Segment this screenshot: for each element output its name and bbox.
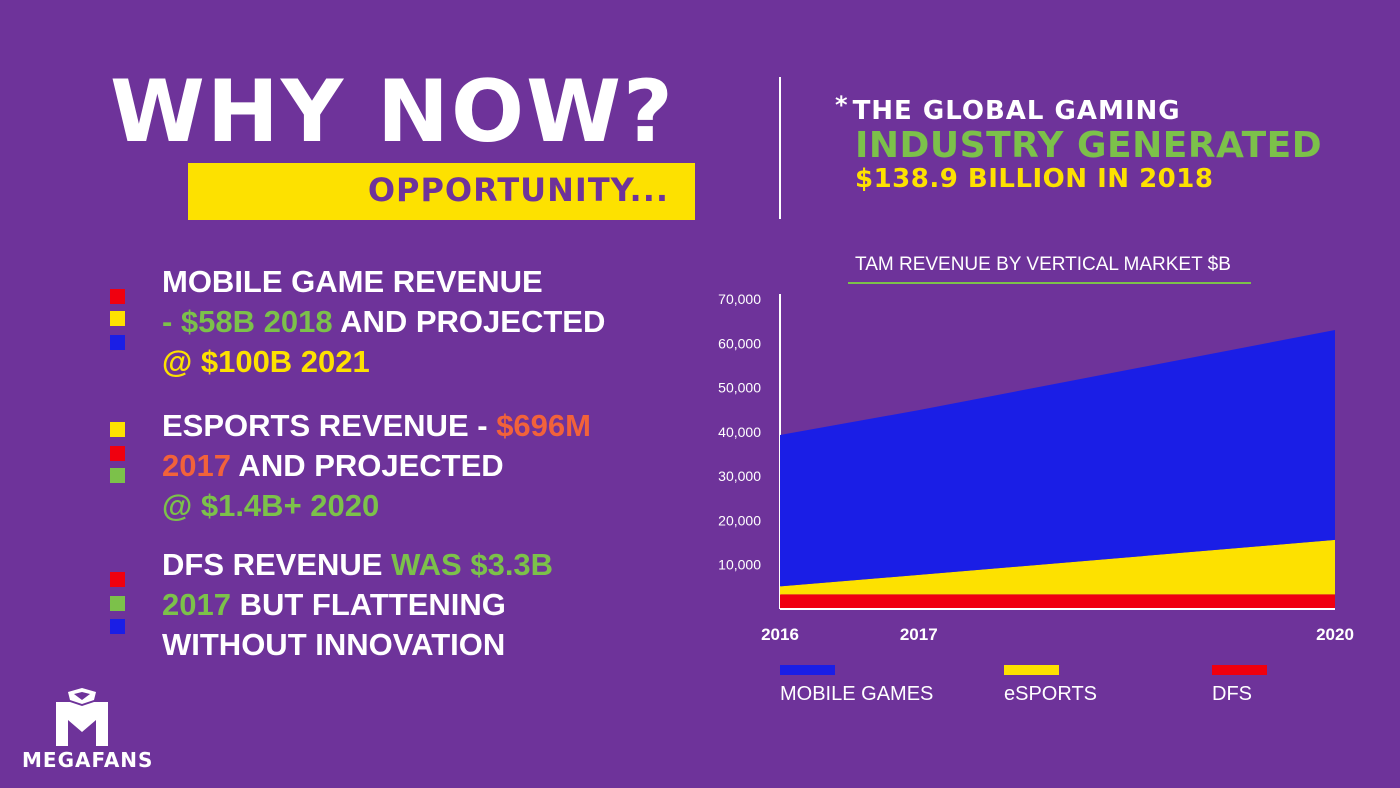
bullet-text-segment: - $58B 2018 bbox=[162, 304, 333, 339]
stat-line-1: THE GLOBAL GAMING bbox=[852, 96, 1181, 126]
bullet-item: MOBILE GAME REVENUE - $58B 2018 AND PROJE… bbox=[162, 262, 605, 382]
opportunity-banner: OPPORTUNITY... bbox=[188, 163, 695, 220]
stat-line-2: INDUSTRY GENERATED bbox=[855, 125, 1323, 166]
x-tick-label: 2020 bbox=[1316, 625, 1354, 644]
bullet-line: 2017 AND PROJECTED bbox=[162, 446, 591, 486]
bullet-square-icon bbox=[110, 446, 125, 461]
bullet-text-segment: $696M bbox=[496, 408, 591, 443]
area-series-esports bbox=[780, 539, 1335, 595]
legend-label: eSPORTS bbox=[1004, 683, 1097, 705]
bullet-line: 2017 BUT FLATTENING bbox=[162, 585, 553, 625]
y-tick-label: 20,000 bbox=[718, 512, 761, 528]
x-tick-label: 2016 bbox=[761, 625, 799, 644]
megafans-logo-icon bbox=[28, 688, 138, 752]
stat-line-3: $138.9 BILLION IN 2018 bbox=[855, 164, 1214, 194]
opportunity-label: OPPORTUNITY... bbox=[367, 171, 669, 209]
legend-label: DFS bbox=[1212, 683, 1252, 705]
industry-stat: * THE GLOBAL GAMING INDUSTRY GENERATED $1… bbox=[835, 93, 1323, 194]
chart-title-underline bbox=[848, 282, 1251, 284]
y-tick-label: 30,000 bbox=[718, 468, 761, 484]
bullet-square-icon bbox=[110, 468, 125, 483]
y-tick-label: 60,000 bbox=[718, 335, 761, 351]
y-tick-label: 40,000 bbox=[718, 424, 761, 440]
bullet-line: @ $100B 2021 bbox=[162, 342, 605, 382]
bullet-text-segment: WAS $3.3B bbox=[391, 547, 554, 582]
bullet-square-icon bbox=[110, 619, 125, 634]
bullet-text-segment: MOBILE GAME REVENUE bbox=[162, 264, 543, 299]
asterisk-marker: * bbox=[835, 91, 849, 119]
legend-swatch bbox=[1212, 665, 1267, 675]
y-tick-label: 10,000 bbox=[718, 557, 761, 573]
bullet-text-segment: BUT FLATTENING bbox=[230, 587, 506, 622]
legend-swatch bbox=[780, 665, 835, 675]
y-tick-label: 70,000 bbox=[718, 291, 761, 307]
page-title: WHY NOW? bbox=[110, 62, 675, 162]
bullet-text-segment: AND PROJECTED bbox=[332, 304, 606, 339]
bullet-text-segment: @ $100B 2021 bbox=[162, 344, 370, 379]
bullet-text-segment: DFS REVENUE bbox=[162, 547, 392, 582]
bullet-line: ESPORTS REVENUE - $696M bbox=[162, 406, 591, 446]
bullet-line: DFS REVENUE WAS $3.3B bbox=[162, 545, 553, 585]
bullet-square-icon bbox=[110, 311, 125, 326]
bullet-text-segment: 2017 bbox=[162, 587, 231, 622]
bullet-line: - $58B 2018 AND PROJECTED bbox=[162, 302, 605, 342]
bullet-square-icon bbox=[110, 335, 125, 350]
bullet-square-icon bbox=[110, 572, 125, 587]
bullet-item: DFS REVENUE WAS $3.3B 2017 BUT FLATTENING… bbox=[162, 545, 553, 665]
bullet-line: @ $1.4B+ 2020 bbox=[162, 486, 591, 526]
area-series-mobile-games bbox=[780, 330, 1335, 587]
legend-swatch bbox=[1004, 665, 1059, 675]
y-tick-label: 50,000 bbox=[718, 380, 761, 396]
vertical-divider bbox=[779, 77, 781, 219]
bullet-line: WITHOUT INNOVATION bbox=[162, 625, 553, 665]
bullet-square-icon bbox=[110, 289, 125, 304]
bullet-square-icon bbox=[110, 596, 125, 611]
bullet-text-segment: AND PROJECTED bbox=[230, 448, 504, 483]
chart-title: TAM REVENUE BY VERTICAL MARKET $B bbox=[855, 254, 1231, 275]
bullet-text-segment: WITHOUT INNOVATION bbox=[162, 627, 506, 662]
bullet-text-segment: 2017 bbox=[162, 448, 231, 483]
area-series-dfs bbox=[780, 594, 1335, 609]
bullet-square-icon bbox=[110, 422, 125, 437]
x-tick-label: 2017 bbox=[900, 625, 938, 644]
megafans-logo-text: MEGAFANS bbox=[22, 748, 154, 772]
bullet-text-segment: ESPORTS REVENUE - bbox=[162, 408, 497, 443]
bullet-line: MOBILE GAME REVENUE bbox=[162, 262, 605, 302]
bullet-item: ESPORTS REVENUE - $696M 2017 AND PROJECTE… bbox=[162, 406, 591, 526]
bullet-text-segment: @ $1.4B+ 2020 bbox=[162, 488, 380, 523]
legend-label: MOBILE GAMES bbox=[780, 683, 933, 705]
